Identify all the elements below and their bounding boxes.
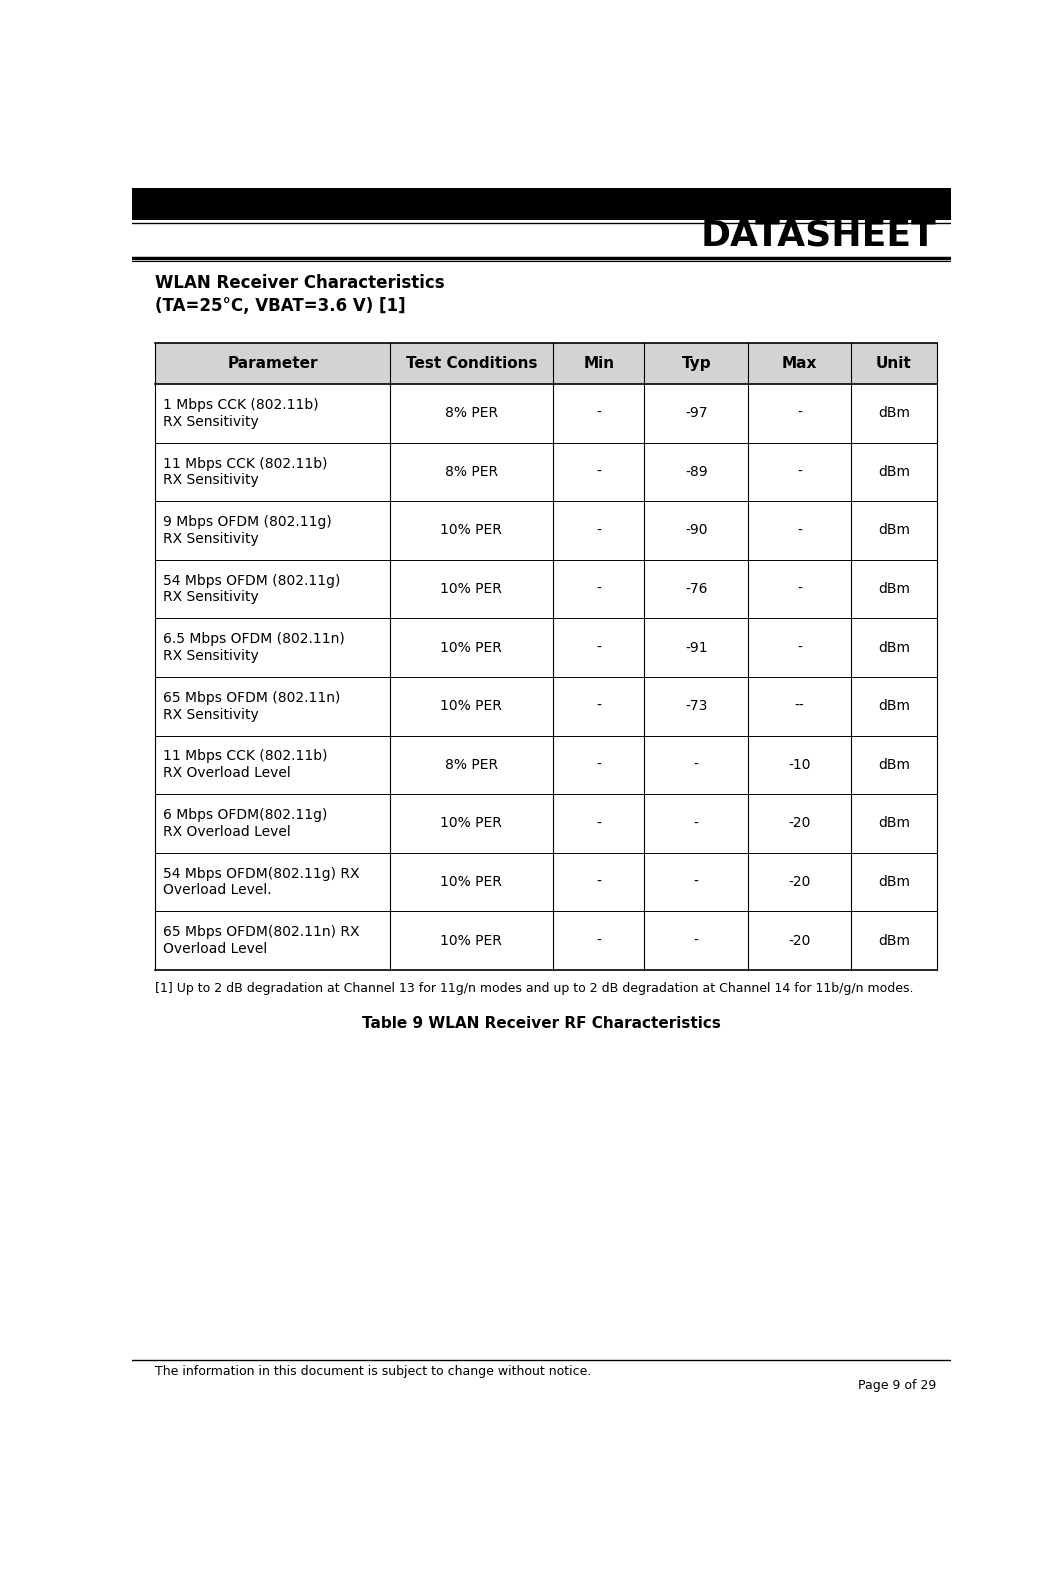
Text: -90: -90 <box>685 524 707 538</box>
Text: -91: -91 <box>685 640 707 654</box>
Text: 54 Mbps OFDM (802.11g)
RX Sensitivity: 54 Mbps OFDM (802.11g) RX Sensitivity <box>163 574 340 604</box>
Text: -10: -10 <box>789 758 811 772</box>
Text: dBm: dBm <box>878 406 910 420</box>
Text: 10% PER: 10% PER <box>441 524 502 538</box>
Bar <box>155 736 937 794</box>
Text: 54 Mbps OFDM(802.11g) RX
Overload Level.: 54 Mbps OFDM(802.11g) RX Overload Level. <box>163 866 359 897</box>
Text: 65 Mbps OFDM(802.11n) RX
Overload Level: 65 Mbps OFDM(802.11n) RX Overload Level <box>163 926 359 956</box>
Text: Min: Min <box>583 356 614 370</box>
Bar <box>155 618 937 676</box>
Bar <box>155 384 937 442</box>
Bar <box>155 442 937 501</box>
Text: 11 Mbps CCK (802.11b)
RX Overload Level: 11 Mbps CCK (802.11b) RX Overload Level <box>163 750 328 780</box>
Text: Test Conditions: Test Conditions <box>406 356 537 370</box>
Text: dBm: dBm <box>878 464 910 479</box>
Text: Unit: Unit <box>876 356 912 370</box>
Text: -: - <box>596 934 601 948</box>
Text: -: - <box>797 524 802 538</box>
Text: dBm: dBm <box>878 876 910 890</box>
Text: -: - <box>693 816 699 830</box>
Text: DATASHEET: DATASHEET <box>701 218 937 253</box>
Text: -20: -20 <box>789 934 811 948</box>
Text: -: - <box>596 524 601 538</box>
Text: -89: -89 <box>685 464 707 479</box>
Bar <box>155 794 937 854</box>
Text: 9 Mbps OFDM (802.11g)
RX Sensitivity: 9 Mbps OFDM (802.11g) RX Sensitivity <box>163 515 332 546</box>
Text: dBm: dBm <box>878 934 910 948</box>
Text: dBm: dBm <box>878 582 910 596</box>
Text: -: - <box>797 640 802 654</box>
Text: 10% PER: 10% PER <box>441 876 502 890</box>
Text: 10% PER: 10% PER <box>441 816 502 830</box>
Text: -: - <box>693 934 699 948</box>
Text: TRANSCEIVER MODULE: TRANSCEIVER MODULE <box>704 190 937 207</box>
Text: -: - <box>693 876 699 890</box>
Text: -: - <box>797 464 802 479</box>
Text: 10% PER: 10% PER <box>441 582 502 596</box>
Text: WLAN Receiver Characteristics: WLAN Receiver Characteristics <box>155 275 445 292</box>
Text: -73: -73 <box>685 700 707 714</box>
Text: -: - <box>797 406 802 420</box>
Text: 10% PER: 10% PER <box>441 640 502 654</box>
Text: dBm: dBm <box>878 700 910 714</box>
Text: 1 Mbps CCK (802.11b)
RX Sensitivity: 1 Mbps CCK (802.11b) RX Sensitivity <box>163 399 319 428</box>
Text: Typ: Typ <box>682 356 711 370</box>
Bar <box>155 854 937 912</box>
Text: --: -- <box>795 700 804 714</box>
Text: -: - <box>596 406 601 420</box>
Text: Parameter: Parameter <box>227 356 318 370</box>
Text: The information in this document is subject to change without notice.: The information in this document is subj… <box>155 1365 592 1378</box>
Bar <box>155 501 937 560</box>
Text: -: - <box>596 816 601 830</box>
Text: -: - <box>596 582 601 596</box>
Text: 6 Mbps OFDM(802.11g)
RX Overload Level: 6 Mbps OFDM(802.11g) RX Overload Level <box>163 808 328 839</box>
Text: 8% PER: 8% PER <box>445 758 498 772</box>
Text: -97: -97 <box>685 406 707 420</box>
Text: dBm: dBm <box>878 816 910 830</box>
Text: Max: Max <box>782 356 817 370</box>
Text: Table 9 WLAN Receiver RF Characteristics: Table 9 WLAN Receiver RF Characteristics <box>363 1015 721 1031</box>
Text: -: - <box>596 640 601 654</box>
Text: -: - <box>596 464 601 479</box>
Text: -20: -20 <box>789 816 811 830</box>
Text: 10% PER: 10% PER <box>441 700 502 714</box>
Bar <box>132 188 951 220</box>
Text: Page 9 of 29: Page 9 of 29 <box>858 1379 937 1393</box>
Text: 11 Mbps CCK (802.11b)
RX Sensitivity: 11 Mbps CCK (802.11b) RX Sensitivity <box>163 457 328 488</box>
Text: 10% PER: 10% PER <box>441 934 502 948</box>
Bar <box>155 912 937 970</box>
Text: dBm: dBm <box>878 524 910 538</box>
Text: dBm: dBm <box>878 758 910 772</box>
Text: 8% PER: 8% PER <box>445 464 498 479</box>
Text: [1] Up to 2 dB degradation at Channel 13 for 11g/n modes and up to 2 dB degradat: [1] Up to 2 dB degradation at Channel 13… <box>155 982 913 995</box>
Bar <box>155 676 937 736</box>
Bar <box>155 344 937 384</box>
Text: 65 Mbps OFDM (802.11n)
RX Sensitivity: 65 Mbps OFDM (802.11n) RX Sensitivity <box>163 690 340 722</box>
Text: 8% PER: 8% PER <box>445 406 498 420</box>
Text: -: - <box>596 876 601 890</box>
Text: -: - <box>596 700 601 714</box>
Text: -: - <box>596 758 601 772</box>
Text: dBm: dBm <box>878 640 910 654</box>
Text: -: - <box>797 582 802 596</box>
Text: -20: -20 <box>789 876 811 890</box>
Text: (TA=25°C, VBAT=3.6 V) [1]: (TA=25°C, VBAT=3.6 V) [1] <box>155 297 406 315</box>
Bar <box>155 560 937 618</box>
Text: -: - <box>693 758 699 772</box>
Text: 6.5 Mbps OFDM (802.11n)
RX Sensitivity: 6.5 Mbps OFDM (802.11n) RX Sensitivity <box>163 632 345 664</box>
Text: -76: -76 <box>685 582 707 596</box>
